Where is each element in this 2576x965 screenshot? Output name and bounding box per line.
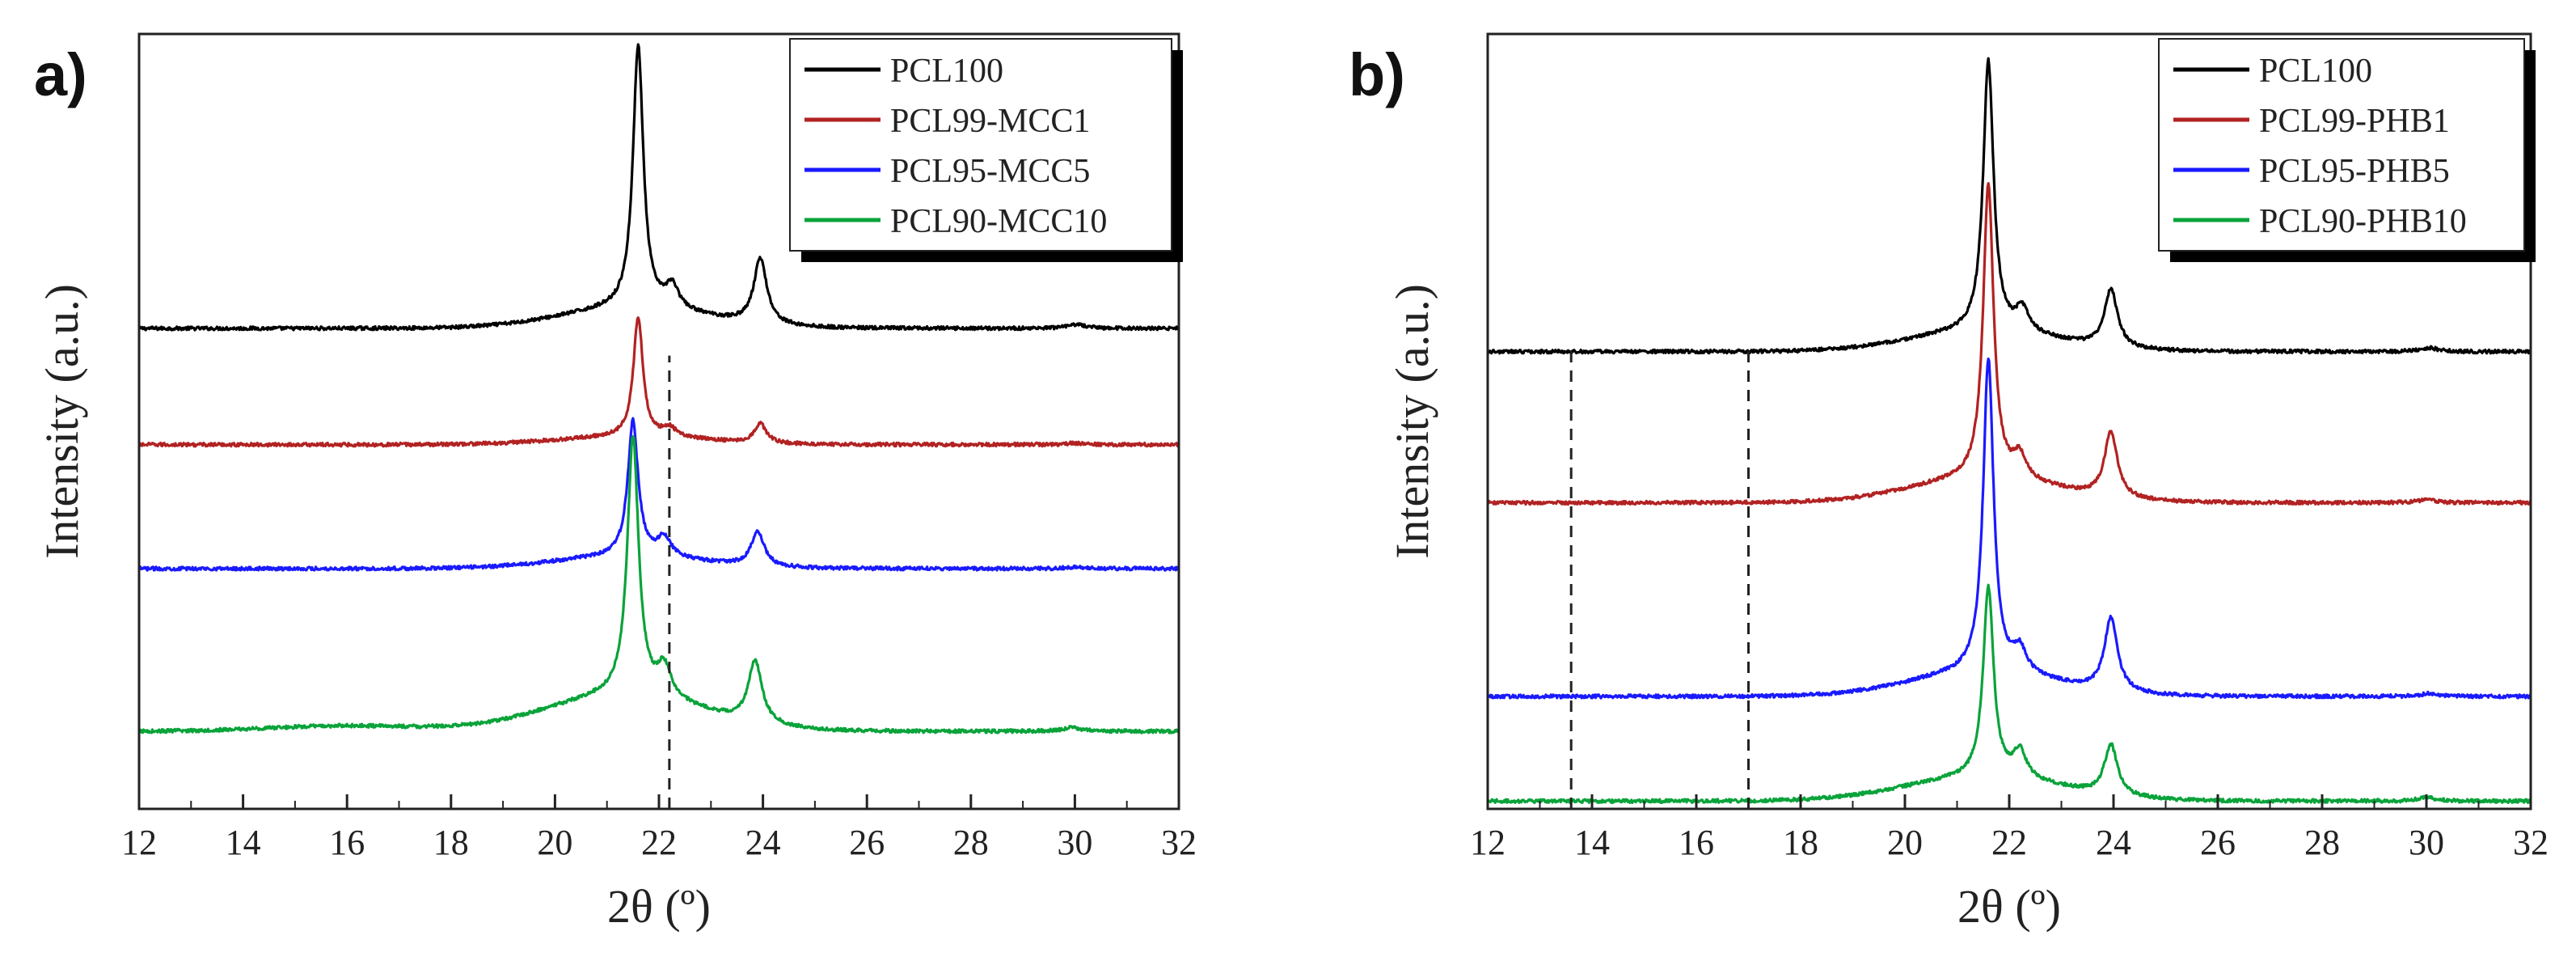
x-axis-title: 2θ (º): [1957, 880, 2061, 933]
panel-label: a): [34, 41, 87, 108]
legend-label: PCL95-PHB5: [2259, 153, 2450, 190]
x-tick-label: 16: [329, 823, 365, 862]
series-line-pcl100: [1488, 57, 2531, 355]
x-tick-label: 12: [121, 823, 157, 862]
x-tick-label: 30: [2409, 823, 2444, 862]
series-line-pcl99-mcc1: [139, 316, 1179, 448]
x-tick-label: 32: [2513, 823, 2549, 862]
legend-box: [2158, 38, 2525, 252]
legend-label: PCL99-MCC1: [890, 103, 1090, 140]
series-line-pcl95-phb5: [1488, 358, 2531, 700]
x-tick-label: 30: [1057, 823, 1092, 862]
series-line-pcl99-phb1: [1488, 182, 2531, 506]
legend: PCL100 PCL99-MCC1 PCL95-MCC5 PCL90-MCC10: [789, 38, 1183, 262]
panel-label: b): [1349, 41, 1405, 108]
legend-box: [789, 38, 1172, 252]
x-tick-label: 14: [1574, 823, 1610, 862]
legend-label: PCL95-MCC5: [890, 153, 1090, 190]
legend-label: PCL100: [890, 53, 1003, 90]
y-axis-title: Intensity (a.u.): [1386, 284, 1438, 559]
x-tick-label: 24: [745, 823, 781, 862]
x-tick-label: 22: [641, 823, 677, 862]
series-line-pcl95-mcc5: [139, 417, 1179, 572]
x-tick-label: 12: [1470, 823, 1505, 862]
legend-label: PCL100: [2259, 53, 2372, 90]
y-axis-title: Intensity (a.u.): [36, 284, 88, 559]
x-tick-label: 18: [433, 823, 469, 862]
legend: PCL100 PCL99-PHB1 PCL95-PHB5 PCL90-PHB10: [2158, 38, 2536, 262]
x-tick-label: 18: [1783, 823, 1818, 862]
series-line-pcl90-phb10: [1488, 583, 2531, 804]
trace-group: [139, 43, 1179, 734]
legend-label: PCL90-PHB10: [2259, 203, 2467, 240]
x-tick-label: 28: [953, 823, 989, 862]
panel-b: b) 12 14 16 18 20 22 24 26 28 30 32 2θ (º) Intensity …: [1349, 32, 2549, 933]
x-tick-label: 28: [2304, 823, 2340, 862]
x-axis-title: 2θ (º): [607, 880, 711, 933]
legend-label: PCL99-PHB1: [2259, 103, 2450, 140]
x-tick-label: 22: [1991, 823, 2027, 862]
x-tick-label: 14: [226, 823, 261, 862]
x-tick-label: 20: [537, 823, 572, 862]
x-tick-label: 26: [849, 823, 885, 862]
x-tick-label: 32: [1161, 823, 1197, 862]
x-tick-label: 20: [1887, 823, 1923, 862]
trace-group: [1488, 57, 2531, 804]
series-line-pcl90-mcc10: [139, 435, 1179, 734]
series-line-pcl100: [139, 43, 1179, 332]
x-tick-label: 16: [1679, 823, 1714, 862]
x-tick-label: 24: [2096, 823, 2131, 862]
x-tick-label: 26: [2200, 823, 2236, 862]
legend-label: PCL90-MCC10: [890, 203, 1107, 240]
panel-a: a) 12 14 16 18 20 22 24 26 28 30 32 2θ (º) Intensity …: [34, 32, 1197, 933]
